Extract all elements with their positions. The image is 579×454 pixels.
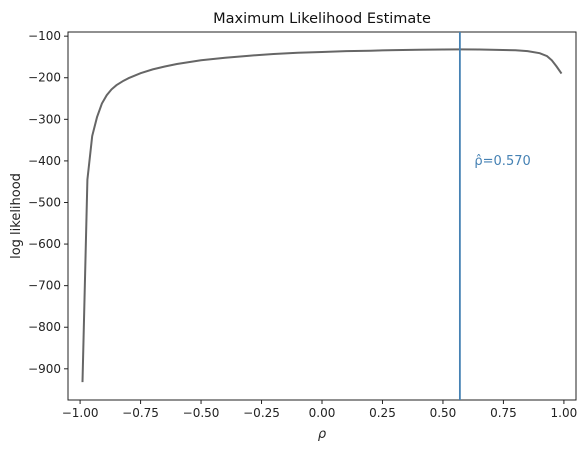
y-tick-label: −800 xyxy=(28,320,61,334)
log-likelihood-line xyxy=(81,48,563,383)
axes-frame xyxy=(67,31,577,401)
y-tick-label: −600 xyxy=(28,237,61,251)
rho-hat-annotation: ρ̂=0.570 xyxy=(474,154,530,169)
y-tick-label: −400 xyxy=(28,154,61,168)
y-tick-label: −500 xyxy=(28,195,61,209)
y-tick-label: −900 xyxy=(28,362,61,376)
y-tick-label: −200 xyxy=(28,71,61,85)
x-tick-label: 1.00 xyxy=(551,406,578,420)
x-tick-label: 0.00 xyxy=(309,406,336,420)
x-axis: −1.00 −0.75 −0.50 −0.25 0.00 0.25 0.50 0.75 1.00 xyxy=(62,400,578,420)
x-tick-label: −0.50 xyxy=(183,406,220,420)
chart-title: Maximum Likelihood Estimate xyxy=(213,11,431,27)
x-tick-label: −0.25 xyxy=(243,406,280,420)
x-tick-label: 0.50 xyxy=(430,406,457,420)
x-tick-label: 0.75 xyxy=(490,406,517,420)
y-tick-label: −100 xyxy=(28,29,61,43)
x-tick-label: 0.25 xyxy=(369,406,396,420)
y-tick-label: −300 xyxy=(28,112,61,126)
x-axis-label: ρ xyxy=(318,427,327,442)
x-tick-label: −1.00 xyxy=(62,406,99,420)
y-axis-label: log likelihood xyxy=(9,173,24,259)
y-tick-label: −700 xyxy=(28,279,61,293)
x-tick-label: −0.75 xyxy=(122,406,159,420)
y-axis: −900 −800 −700 −600 −500 −400 −300 −200 −100 xyxy=(28,29,68,376)
plot-area: ρ̂=0.570 xyxy=(67,31,577,401)
